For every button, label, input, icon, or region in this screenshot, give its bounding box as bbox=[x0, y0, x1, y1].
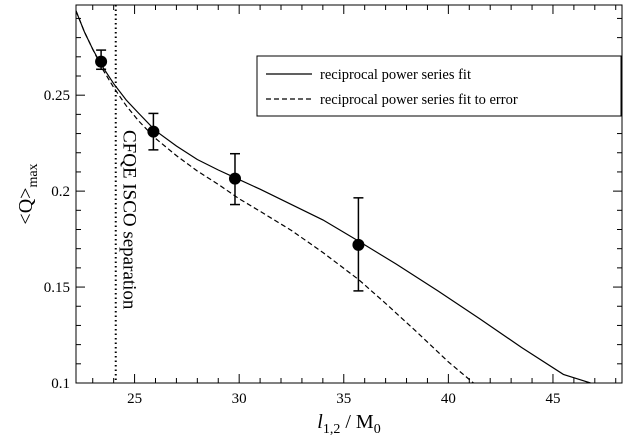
x-tick-label: 30 bbox=[232, 391, 247, 407]
data-points-layer bbox=[95, 49, 365, 292]
y-tick-label: 0.15 bbox=[44, 280, 70, 296]
plot-frame bbox=[75, 4, 623, 384]
data-point bbox=[95, 55, 108, 68]
series-line-power-fit-error bbox=[75, 10, 474, 384]
y-tick-label: 0.25 bbox=[44, 88, 70, 104]
legend-label-dashed: reciprocal power series fit to error bbox=[320, 92, 518, 108]
legend-label-solid: reciprocal power series fit bbox=[320, 67, 471, 83]
x-tick-labels: 25 30 35 40 45 bbox=[127, 391, 560, 407]
legend: reciprocal power series fit reciprocal p… bbox=[256, 55, 622, 117]
x-axis-label-rest: / M bbox=[340, 411, 374, 433]
y-tick-label: 0.1 bbox=[51, 376, 70, 392]
x-tick-label: 35 bbox=[336, 391, 351, 407]
y-tick-label: 0.2 bbox=[51, 184, 70, 200]
x-axis-label-rest-subscript: 0 bbox=[374, 422, 381, 437]
data-point bbox=[228, 172, 241, 185]
series-layer bbox=[75, 10, 591, 384]
x-axis-label-subscript: 1,2 bbox=[323, 422, 341, 437]
y-tick-labels: 0.1 0.15 0.2 0.25 bbox=[44, 88, 70, 392]
x-tick-label: 45 bbox=[545, 391, 560, 407]
tick-marks bbox=[76, 5, 622, 384]
data-point bbox=[352, 238, 365, 251]
isco-separation-label: CFQE ISCO separation bbox=[119, 130, 140, 310]
y-axis-label-main: <Q> bbox=[15, 188, 37, 225]
x-axis-label-symbol: l bbox=[317, 411, 323, 433]
legend-box bbox=[256, 55, 622, 117]
x-axis-label: l1,2 / M0 bbox=[317, 411, 380, 437]
x-tick-label: 40 bbox=[441, 391, 456, 407]
x-tick-label: 25 bbox=[127, 391, 142, 407]
data-point bbox=[147, 125, 160, 138]
series-line-power-fit bbox=[75, 10, 591, 384]
y-axis-label-subscript: max bbox=[26, 163, 41, 187]
y-axis-label: <Q>max bbox=[15, 163, 41, 224]
